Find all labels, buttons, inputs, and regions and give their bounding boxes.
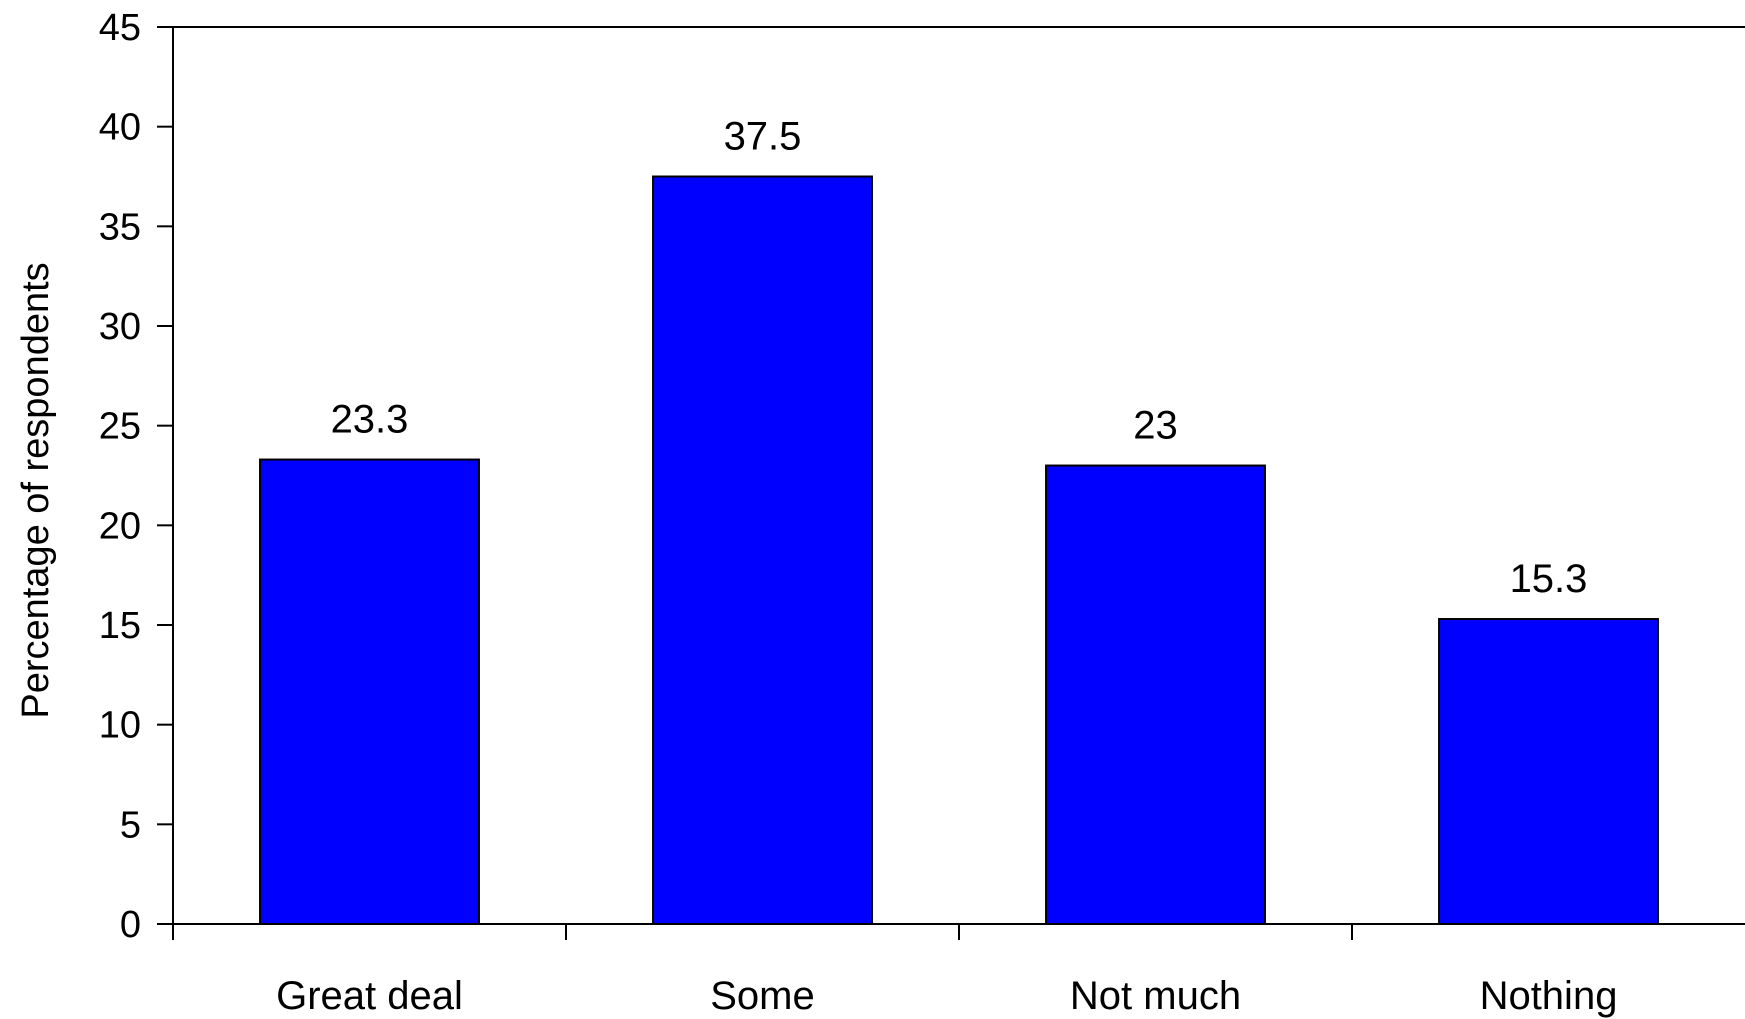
y-tick-label: 10 [99,705,141,747]
y-tick-label: 15 [99,605,141,647]
bar-nothing [1438,618,1659,926]
bar-not-much [1045,464,1266,925]
y-tick-label: 25 [99,406,141,448]
x-category-label: Great deal [276,974,463,1018]
bar-great-deal [259,458,480,925]
x-category-label: Some [710,974,815,1018]
y-axis-title: Percentage of respondents [15,262,57,718]
data-label: 15.3 [1510,557,1588,601]
data-labels-group: 23.3 37.5 23 15.3 [331,115,1588,602]
bars-group [259,175,1659,926]
y-tick-label: 30 [99,306,141,348]
data-label: 23 [1133,404,1178,448]
x-ticks-group: Great deal Some Not much Nothing [172,924,1618,1018]
x-category-label: Nothing [1480,974,1618,1018]
y-tick-label: 0 [120,904,141,946]
y-tick-label: 40 [99,107,141,149]
y-tick-label: 35 [99,206,141,248]
bar-some [652,175,873,925]
y-tick-label: 20 [99,505,141,547]
y-tick-label: 5 [120,804,141,846]
y-tick-label: 45 [99,7,141,49]
x-category-label: Not much [1070,974,1241,1018]
data-label: 37.5 [724,115,802,159]
data-label: 23.3 [331,398,409,442]
y-ticks-group: 0 5 10 15 20 25 30 35 40 45 [99,7,173,946]
